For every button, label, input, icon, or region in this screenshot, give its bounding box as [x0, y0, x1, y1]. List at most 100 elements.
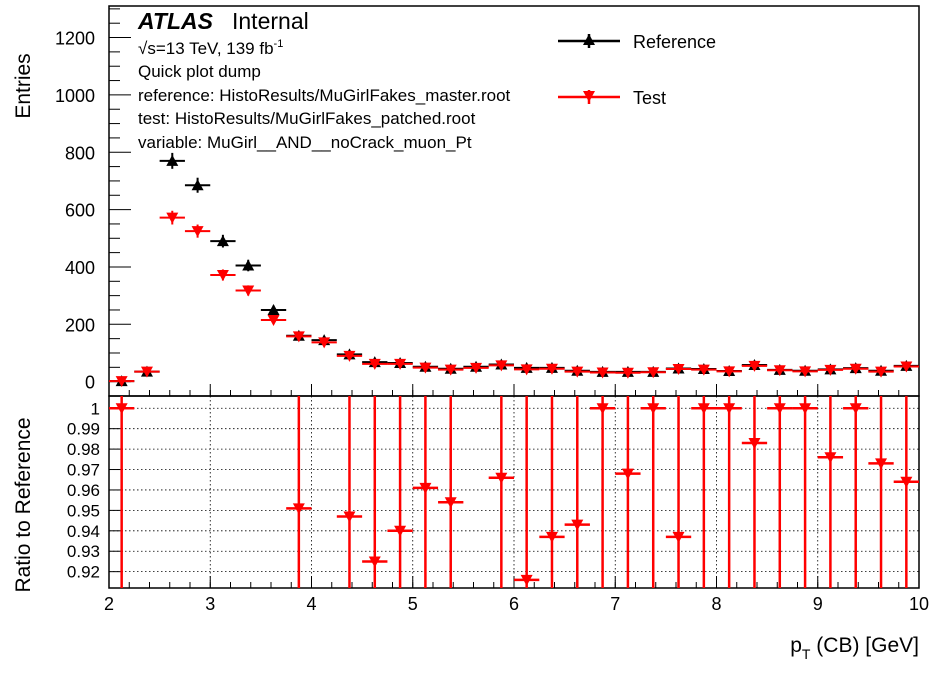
x-axis-title: pT (CB) [GeV] — [790, 634, 919, 662]
legend-reference-marker — [583, 34, 595, 45]
description-line-2: reference: HistoResults/MuGirlFakes_mast… — [138, 86, 511, 105]
y-tick-label-main: 200 — [65, 315, 95, 335]
y-tick-label-main: 600 — [65, 201, 95, 221]
ratio-point — [900, 476, 913, 488]
ratio-point — [697, 403, 710, 415]
ratio-point — [520, 574, 533, 586]
x-tick-label: 5 — [408, 594, 418, 614]
ratio-panel-marks — [109, 396, 919, 588]
main-point-test — [140, 366, 153, 378]
y-tick-label-ratio: 0.97 — [67, 461, 100, 480]
main-point-test — [495, 360, 508, 372]
description-line-3: test: HistoResults/MuGirlFakes_patched.r… — [138, 109, 476, 128]
main-point-test — [343, 350, 356, 362]
y-tick-label-ratio: 0.92 — [67, 563, 100, 582]
main-point-reference — [267, 303, 280, 315]
main-point-test — [520, 364, 533, 376]
ratio-point — [621, 468, 634, 480]
main-point-test — [115, 376, 128, 388]
main-panel-axes: 0 200 400 600 800 1000 1200 — [55, 8, 920, 396]
ratio-point — [875, 458, 888, 470]
y-tick-label-main: 0 — [85, 373, 95, 393]
y-tick-label-main: 400 — [65, 258, 95, 278]
y-tick-label-ratio: 0.98 — [67, 440, 100, 459]
ratio-point — [115, 403, 128, 415]
ratio-point — [824, 452, 837, 464]
ratio-point — [672, 531, 685, 543]
main-point-test — [191, 226, 204, 238]
y-tick-label-main: 800 — [65, 143, 95, 163]
ratio-point — [545, 531, 558, 543]
main-point-test — [697, 364, 710, 376]
main-point-test — [621, 367, 634, 379]
x-tick-label: 10 — [909, 594, 929, 614]
ratio-panel-axes: 2 3 4 5 6 7 8 9 10 0.92 0.930.94 0.950.960.97 0.980.… — [67, 396, 929, 614]
main-point-test — [875, 366, 888, 378]
main-point-reference — [216, 235, 229, 247]
legend: Reference Test — [558, 32, 716, 108]
x-tick-label: 4 — [306, 594, 316, 614]
ratio-point — [444, 497, 457, 509]
main-point-test — [723, 366, 736, 378]
ratio-point — [723, 403, 736, 415]
ratio-point — [394, 525, 407, 537]
x-tick-label: 3 — [205, 594, 215, 614]
main-point-test — [368, 358, 381, 370]
ratio-point — [849, 403, 862, 415]
main-point-test — [292, 331, 305, 343]
main-point-test — [849, 363, 862, 375]
main-point-test — [242, 285, 255, 297]
main-point-reference — [242, 259, 255, 271]
x-tick-label: 9 — [813, 594, 823, 614]
main-point-test — [596, 367, 609, 379]
main-point-test — [545, 363, 558, 375]
y-tick-label-ratio: 1 — [91, 399, 100, 418]
ratio-point — [596, 403, 609, 415]
y-tick-label-main: 1200 — [55, 29, 95, 49]
y-tick-label-main: 1000 — [55, 86, 95, 106]
energy-lumi-label: √s=13 TeV, 139 fb-1 — [138, 38, 283, 58]
main-point-test — [799, 366, 812, 378]
legend-test-marker — [583, 91, 595, 102]
main-point-test — [318, 337, 331, 349]
main-point-test — [571, 366, 584, 378]
atlas-status: Internal — [232, 8, 309, 34]
main-point-test — [444, 364, 457, 376]
ratio-point — [343, 511, 356, 523]
ratio-point — [748, 437, 761, 449]
ratio-point — [647, 403, 660, 415]
main-panel-marks — [109, 152, 919, 388]
main-point-test — [748, 360, 761, 372]
main-point-test — [824, 364, 837, 376]
legend-test-label: Test — [633, 88, 666, 108]
x-tick-label: 8 — [711, 594, 721, 614]
ratio-point — [292, 503, 305, 515]
x-tick-label: 2 — [104, 594, 114, 614]
main-point-test — [470, 362, 483, 374]
ratio-point — [773, 403, 786, 415]
y-tick-label-ratio: 0.94 — [67, 522, 100, 541]
ratio-point — [419, 482, 432, 494]
legend-reference-label: Reference — [633, 32, 716, 52]
description-line-4: variable: MuGirl__AND__noCrack_muon_Pt — [138, 133, 472, 152]
ratio-point — [368, 556, 381, 568]
main-point-test — [647, 367, 660, 379]
description-line-1: Quick plot dump — [138, 62, 261, 81]
main-point-test — [773, 365, 786, 377]
ratio-point — [799, 403, 812, 415]
main-point-test — [394, 358, 407, 370]
y-tick-label-ratio: 0.96 — [67, 481, 100, 500]
ratio-point — [495, 472, 508, 484]
y-tick-label-ratio: 0.93 — [67, 542, 100, 561]
y-tick-label-ratio: 0.95 — [67, 501, 100, 520]
atlas-label: ATLAS — [137, 8, 214, 34]
main-point-test — [267, 315, 280, 327]
main-point-test — [900, 361, 913, 373]
main-point-test — [419, 362, 432, 374]
y-axis-title-main: Entries — [12, 53, 35, 118]
y-axis-title-ratio: Ratio to Reference — [12, 417, 35, 592]
main-point-test — [216, 269, 229, 281]
main-point-reference — [191, 179, 204, 191]
